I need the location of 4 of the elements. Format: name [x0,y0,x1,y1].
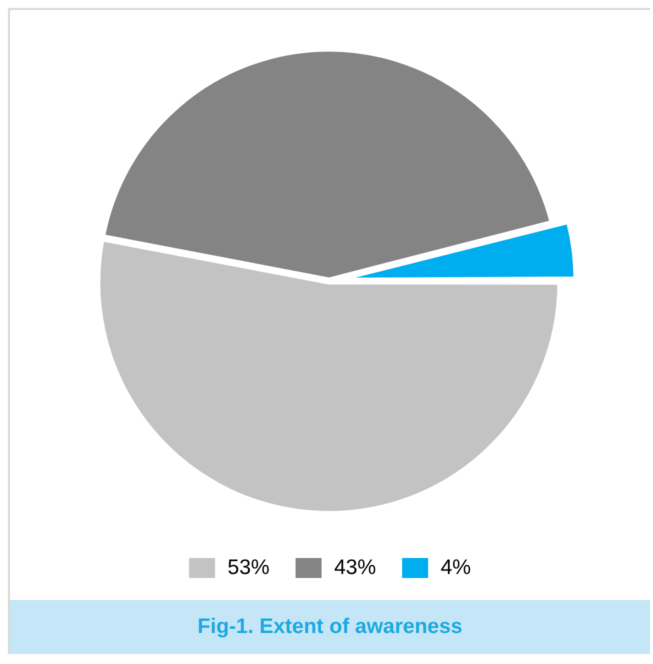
legend-label: 43% [334,556,376,579]
legend-label: 4% [440,556,471,579]
text: Fig-1. Extent of awareness [10,600,650,654]
legend-label: 53% [228,556,270,579]
